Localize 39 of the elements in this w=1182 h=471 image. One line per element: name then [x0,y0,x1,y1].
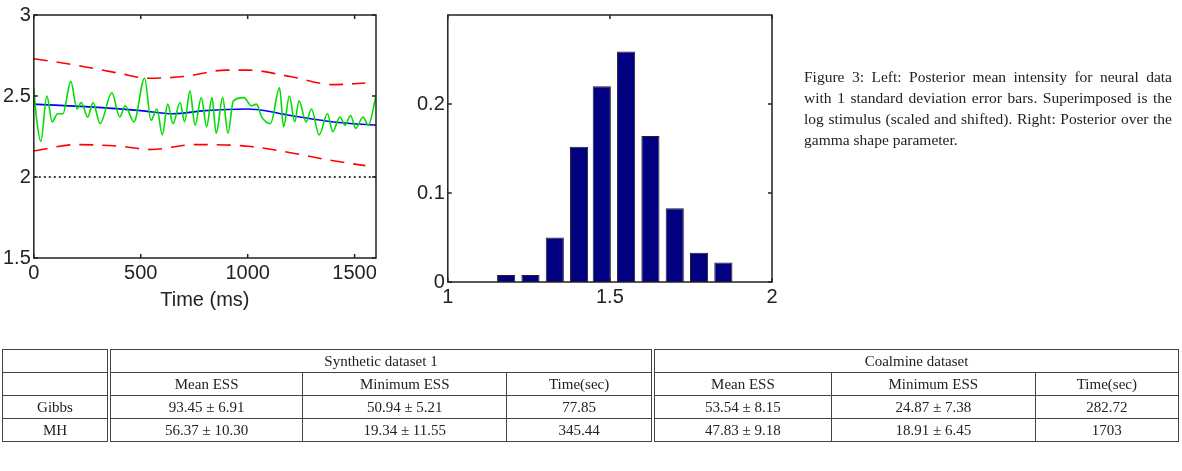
category-label: Minimum ESS [831,372,1036,396]
text: 18.91 ± 6.45 [895,421,972,438]
caption: Figure 3: Left: Posterior mean intensity for neural data with 1 standard deviation error bars. Superimposed is the log stimulus (scaled and shifted). Right: Posterior over the gamma shape parameter. [804,67,1172,150]
text: 56.37 ± 10.30 [165,421,249,438]
line-series [33,143,367,167]
x-tick-label: 1500 [332,260,377,283]
category-label: Minimum ESS [302,372,507,396]
text: Coalmine dataset [653,349,1179,373]
category-label: Time(sec) [1035,372,1179,396]
text: 50.94 ± 5.21 [366,398,443,415]
text: 345.44 [558,421,600,438]
line-series [33,103,376,126]
text: 47.83 ± 9.18 [705,421,781,438]
y-tick-label: 0.2 [416,91,445,114]
line-series [33,57,367,86]
x-axis-title: Time (ms) [160,287,250,310]
category-label: MH [42,421,68,438]
text: Synthetic dataset 1 [109,349,654,373]
category-label: Mean ESS [653,372,832,396]
y-tick-label: 0.1 [416,180,445,203]
x-tick-label: 2 [766,284,778,307]
y-tick-label: 3 [19,2,31,25]
category-label: Gibbs [37,398,73,415]
category-label: Mean ESS [109,372,303,396]
text: 19.34 ± 11.55 [363,421,447,438]
y-tick-label: 2 [19,164,31,187]
text: 282.72 [1086,398,1128,415]
category-label: Time(sec) [506,372,654,396]
text: 1703 [1091,421,1122,438]
text: 93.45 ± 6.91 [168,398,245,415]
text: 77.85 [562,398,596,415]
text: 53.54 ± 8.15 [705,398,781,415]
text: 24.87 ± 7.38 [895,398,972,415]
x-tick-label: 1.5 [596,284,624,307]
x-tick-label: 1000 [225,260,270,283]
y-tick-label: 2.5 [2,83,31,106]
x-tick-label: 500 [124,260,158,283]
line-series [33,77,376,143]
y-tick-label: 1.5 [2,245,31,268]
